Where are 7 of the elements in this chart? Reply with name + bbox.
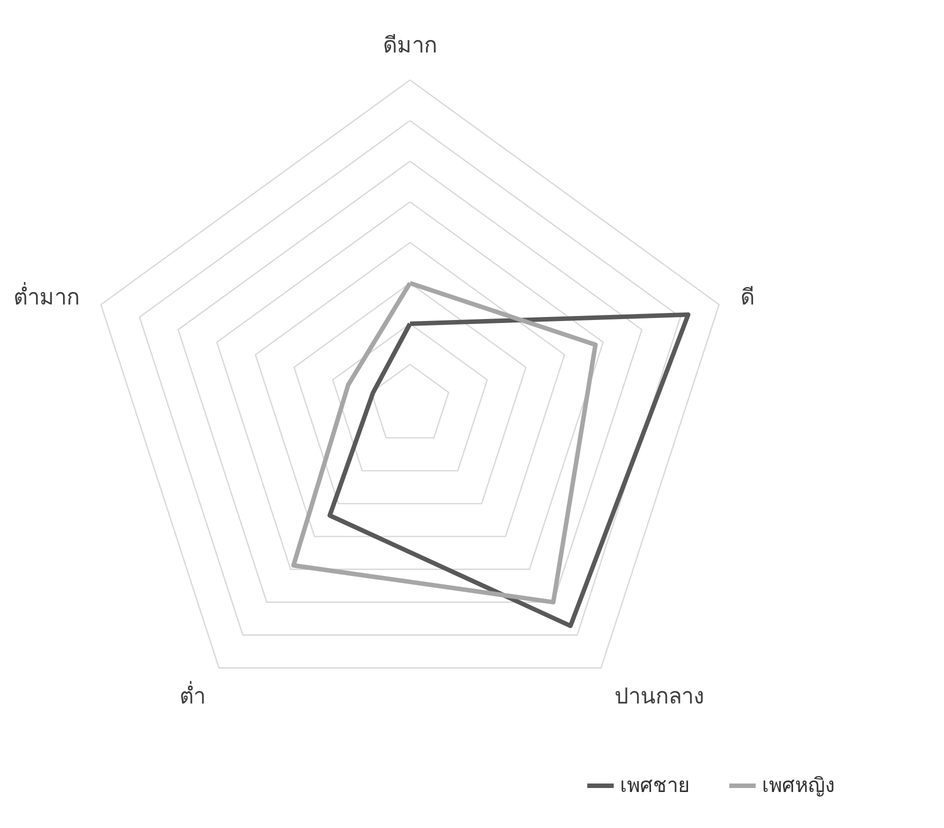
spoke-label: ปานกลาง bbox=[614, 684, 704, 710]
spoke-label: ดีมาก bbox=[383, 33, 437, 58]
spoke-label: ดี bbox=[740, 286, 755, 311]
legend-label: เพศชาย bbox=[620, 772, 690, 797]
spoke-label: ต่ำมาก bbox=[13, 282, 80, 311]
spoke-label: ต่ำ bbox=[180, 680, 206, 710]
legend-label: เพศหญิง bbox=[762, 772, 835, 797]
